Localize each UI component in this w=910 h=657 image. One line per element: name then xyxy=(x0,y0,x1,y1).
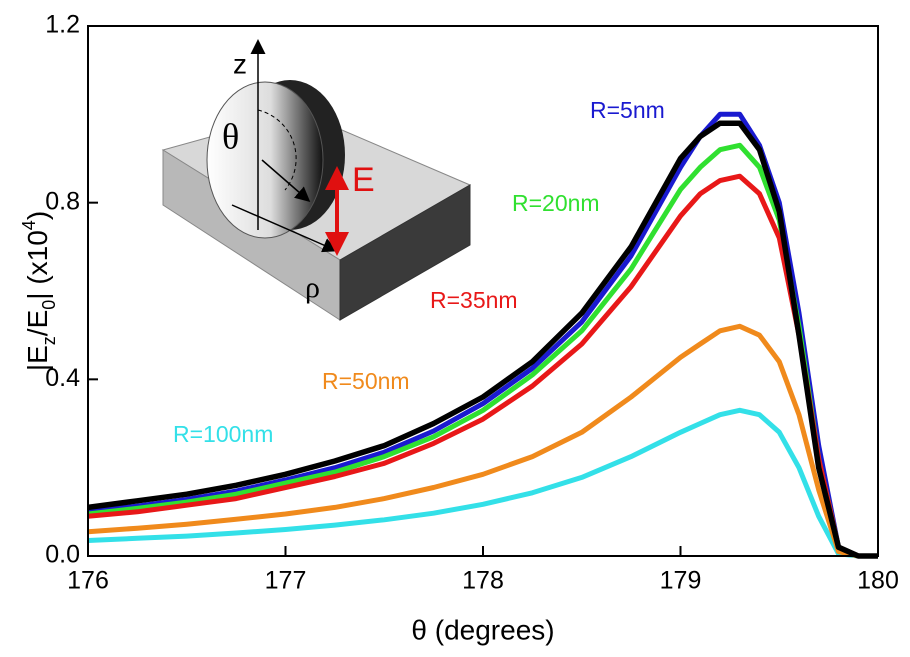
inset-label: z xyxy=(233,48,247,79)
series-label: R=100nm xyxy=(173,421,273,447)
series-label: R=50nm xyxy=(322,368,410,394)
inset-label: ρ xyxy=(305,271,320,304)
x-axis-label: θ (degrees) xyxy=(411,614,554,645)
y-axis-label-part: ) xyxy=(22,211,53,220)
y-axis-label-part: 4 xyxy=(19,220,39,230)
inset-label: θ xyxy=(222,116,239,156)
y-axis-label-part: | (x10 xyxy=(22,230,53,300)
y-axis-label-part: /E xyxy=(22,310,53,336)
series-label: R=20nm xyxy=(512,190,600,216)
plot-frame xyxy=(87,25,879,557)
y-axis-label-part: z xyxy=(39,336,59,345)
y-tick-label: 0.4 xyxy=(45,364,80,392)
series-line xyxy=(87,323,878,559)
y-tick-label: 0.8 xyxy=(45,187,80,215)
series-line xyxy=(87,120,878,559)
y-tick-label: 1.2 xyxy=(45,11,80,39)
y-tick-label: 0.0 xyxy=(45,541,80,569)
y-axis-label: |Ez/E0| (x104) xyxy=(19,211,59,371)
inset-label: E xyxy=(352,161,375,199)
series-label: R=35nm xyxy=(430,287,518,313)
y-axis-label-part: 0 xyxy=(39,300,59,310)
x-tick-label: 179 xyxy=(660,567,702,595)
x-tick-label: 176 xyxy=(67,567,109,595)
x-tick-label: 178 xyxy=(462,567,504,595)
inset: z θ E ρ xyxy=(161,39,472,321)
x-tick-label: 180 xyxy=(857,567,899,595)
series-label: R=5nm xyxy=(590,97,665,123)
x-tick-label: 177 xyxy=(265,567,307,595)
series-line xyxy=(87,407,878,559)
y-axis-label-part: |E xyxy=(22,345,53,371)
plot-area: 0.0 0.4 0.8 1.2 176 177 178 179 180 θ (degrees) |E… xyxy=(19,11,899,646)
